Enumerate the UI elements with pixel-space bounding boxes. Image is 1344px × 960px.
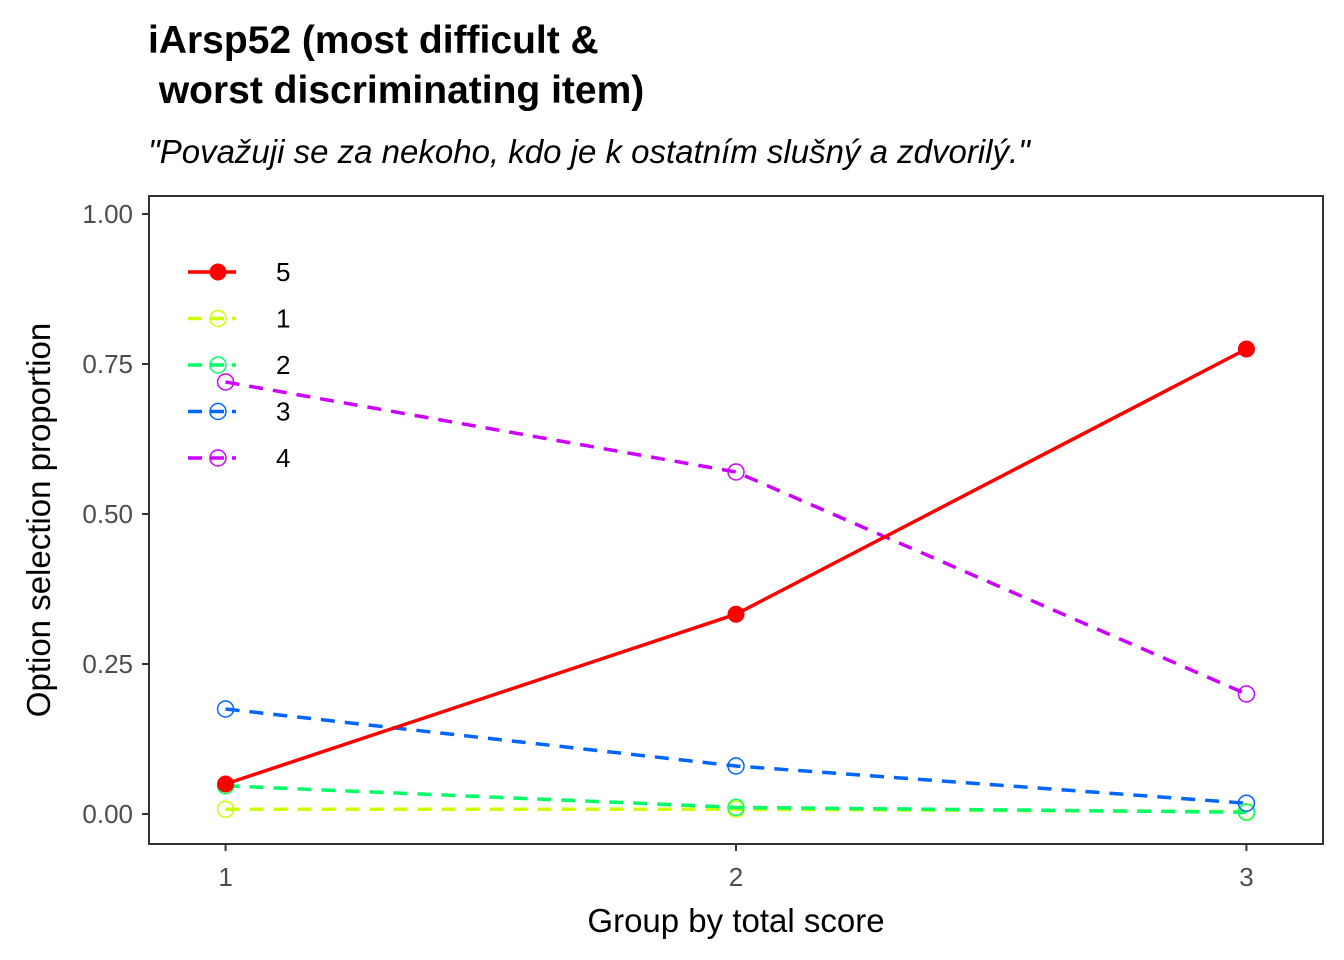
x-tick-label-0: 1 (218, 862, 232, 892)
series-points (216, 340, 1256, 821)
y-tick-label-2: 0.50 (82, 499, 133, 529)
legend-key-marker-4 (209, 449, 227, 467)
x-axis: 1 2 3 (218, 844, 1254, 892)
series-point-3-3 (1237, 794, 1256, 812)
y-tick-label-0: 0.00 (82, 799, 133, 829)
series-point-3-2 (727, 757, 745, 775)
legend-label-3: 3 (276, 397, 290, 427)
y-tick-label-4: 1.00 (82, 199, 133, 229)
series-line-4 (225, 380, 1248, 696)
legend-key-marker-5 (209, 263, 227, 281)
series-line-2 (225, 784, 1247, 814)
series-lines (225, 347, 1248, 814)
legend-key-marker-3 (209, 402, 227, 421)
series-point-4-3 (1237, 685, 1256, 703)
series-point-2-2 (727, 798, 745, 817)
y-axis: 0.00 0.25 0.50 0.75 1.00 (82, 199, 149, 829)
series-point-1-1 (216, 800, 235, 818)
x-tick-label-1: 2 (729, 862, 743, 892)
x-tick-label-2: 3 (1239, 862, 1253, 892)
plot-panel (148, 195, 1324, 845)
series-point-4-1 (216, 373, 235, 391)
series-point-5-3 (1237, 340, 1255, 358)
legend-label-2: 2 (276, 350, 290, 380)
y-axis-title: Option selection proportion (20, 323, 57, 717)
y-tick-label-1: 0.25 (82, 649, 133, 679)
legend: 5 1 2 3 4 (188, 257, 290, 473)
legend-label-5: 5 (276, 257, 290, 287)
series-point-3-1 (216, 700, 235, 718)
legend-label-1: 1 (276, 304, 290, 334)
series-point-5-2 (727, 605, 745, 623)
series-point-5-1 (217, 775, 235, 793)
chart-title: iArsp52 (most difficult & worst discrimi… (148, 19, 645, 112)
series-point-4-2 (727, 463, 745, 481)
legend-key-marker-2 (209, 356, 227, 374)
series-point-2-3 (1237, 803, 1256, 821)
legend-label-4: 4 (276, 443, 290, 473)
x-axis-title: Group by total score (587, 902, 884, 939)
y-tick-label-3: 0.75 (82, 349, 133, 379)
legend-key-marker-1 (209, 309, 227, 328)
chart-subtitle: "Považuji se za nekoho, kdo je k ostatní… (148, 133, 1030, 170)
